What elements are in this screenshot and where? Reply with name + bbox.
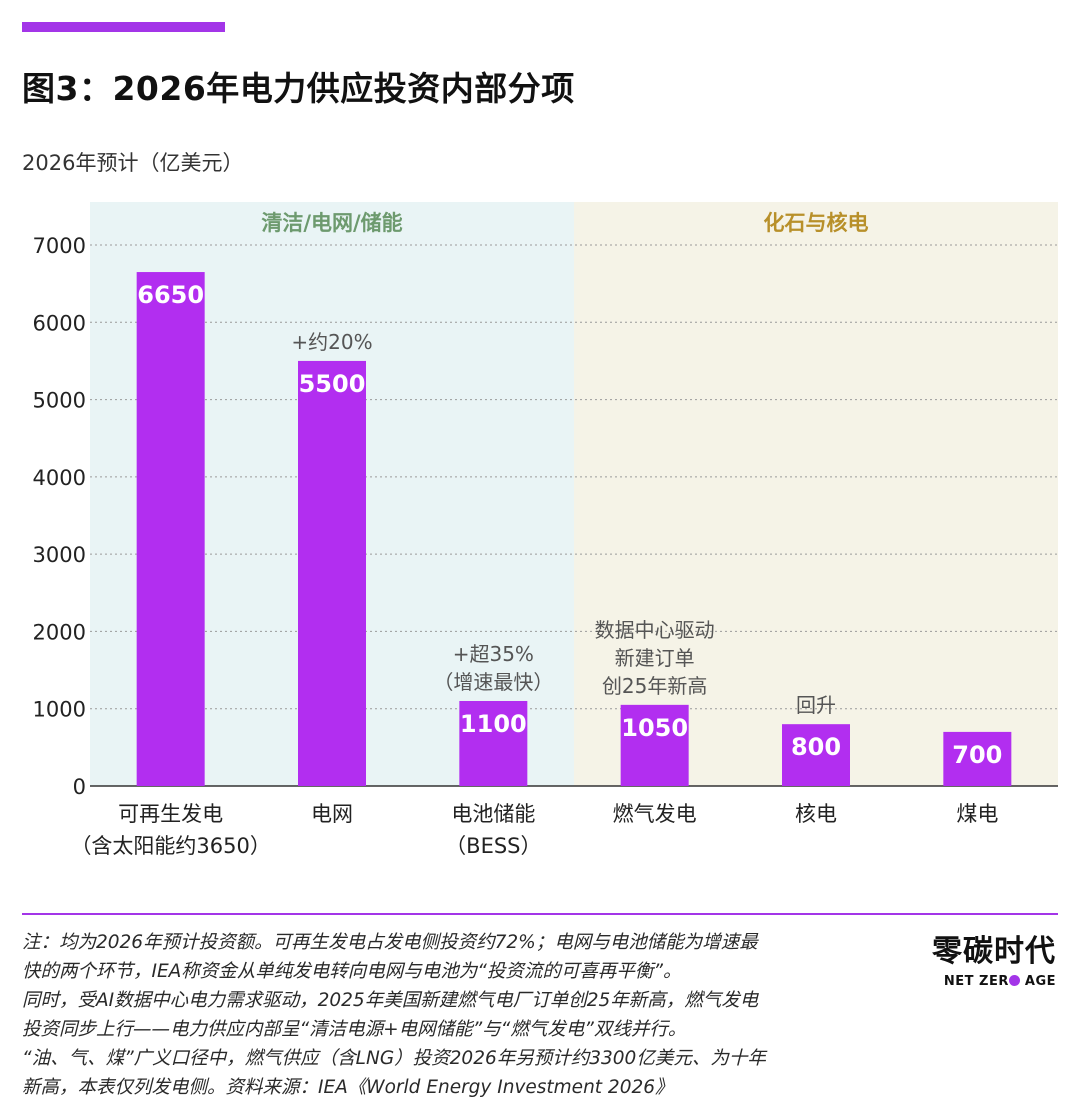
x-category-label: （含太阳能约3650） [70, 834, 270, 858]
brand-dot-icon [1008, 975, 1020, 986]
bar-value-label: 800 [791, 733, 841, 761]
y-tick-label: 6000 [33, 311, 86, 335]
y-tick-label: 3000 [33, 543, 86, 567]
group-label: 化石与核电 [764, 211, 869, 235]
y-tick-label: 7000 [33, 234, 86, 258]
footnote: 注：均为2026年预计投资额。可再生发电占发电侧投资约72%；电网与电池储能为增… [22, 928, 882, 1102]
x-category-label: （BESS） [445, 834, 541, 858]
x-category-label: 电池储能 [451, 802, 535, 826]
x-category-label: 煤电 [956, 802, 998, 826]
x-category-label: 电网 [311, 802, 353, 826]
bar-annotation: 回升 [796, 693, 836, 717]
bar [620, 704, 689, 786]
footnote-line: 同时，受AI数据中心电力需求驱动，2025年美国新建燃气电厂订单创25年新高，燃… [22, 990, 759, 1011]
footnote-line: 新高，本表仅列发电侧。资料来源：IEA《World Energy Investm… [22, 1077, 674, 1098]
y-tick-label: 0 [73, 775, 86, 799]
x-category-label: 燃气发电 [613, 802, 697, 826]
bar-value-label: 1100 [460, 710, 527, 738]
bar [943, 731, 1012, 786]
y-tick-label: 4000 [33, 466, 86, 490]
brand-name-cn: 零碳时代 [932, 934, 1056, 969]
bar [459, 700, 528, 786]
bar-value-label: 700 [952, 741, 1002, 769]
page-title: 图3：2026年电力供应投资内部分项 [22, 69, 575, 108]
bar [298, 360, 366, 786]
group-background [574, 202, 1058, 786]
bar [782, 724, 850, 786]
bar-annotation: 数据中心驱动 [595, 618, 715, 642]
brand-name-en: NET ZER AGE [932, 974, 1056, 989]
y-tick-label: 2000 [33, 620, 86, 644]
bar-annotation: 新建订单 [615, 646, 695, 670]
footnote-line: 注：均为2026年预计投资额。可再生发电占发电侧投资约72%；电网与电池储能为增… [22, 932, 758, 953]
footnote-line: “油、气、煤”广义口径中，燃气供应（含LNG）投资2026年另预计约3300亿美… [22, 1048, 766, 1069]
footnote-line: 投资同步上行——电力供应内部呈“清洁电源+电网储能”与“燃气发电”双线并行。 [22, 1019, 687, 1040]
group-label: 清洁/电网/储能 [261, 211, 402, 235]
x-category-label: 可再生发电 [118, 802, 223, 826]
bar-value-label: 5500 [299, 370, 366, 398]
accent-bar [22, 22, 225, 32]
bar [136, 272, 205, 786]
x-category-label: 核电 [795, 802, 837, 826]
brand-logo: 零碳时代 NET ZER AGE [932, 926, 1056, 989]
bar-chart: 清洁/电网/储能 化石与核电 0 1000 2000 3000 4000 5000 6000 70… [33, 202, 1058, 858]
brand-name-en-part: AGE [1019, 974, 1056, 989]
y-tick-label: 5000 [33, 389, 86, 413]
footnote-line: 快的两个环节，IEA称资金从单纯发电转向电网与电池为“投资流的可喜再平衡”。 [22, 961, 682, 982]
bar-value-label: 1050 [621, 714, 688, 742]
y-tick-label: 1000 [33, 698, 86, 722]
bar-annotation: （增速最快） [433, 670, 553, 694]
bar-annotation: +超35% [453, 642, 534, 666]
bar-value-label: 6650 [137, 281, 204, 309]
bar-annotation: 创25年新高 [602, 674, 707, 698]
brand-name-en-part: NET ZER [943, 974, 1009, 989]
bar-annotation: +约20% [291, 330, 372, 354]
y-unit-label: 2026年预计（亿美元） [22, 151, 244, 175]
footnote-divider [22, 913, 1058, 915]
